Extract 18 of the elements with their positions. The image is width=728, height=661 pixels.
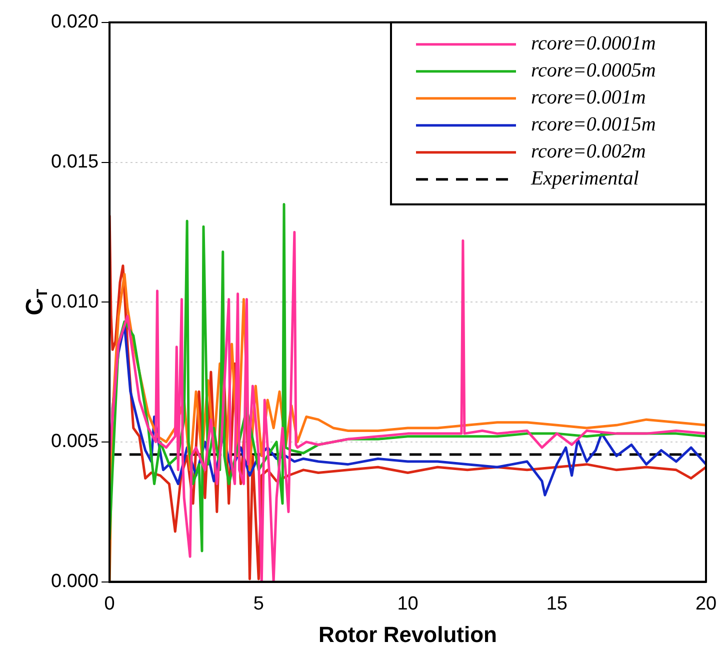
x-tick-label: 10 bbox=[397, 593, 418, 614]
y-tick-label: 0.000 bbox=[51, 571, 99, 592]
legend-label: Experimental bbox=[530, 168, 640, 190]
x-tick-label: 20 bbox=[695, 593, 717, 614]
legend-label: rcore=0.002m bbox=[531, 140, 646, 163]
y-tick-label: 0.015 bbox=[51, 151, 99, 172]
x-tick-label: 15 bbox=[546, 593, 568, 614]
x-tick-label: 5 bbox=[253, 593, 264, 614]
legend-label: rcore=0.001m bbox=[531, 86, 646, 109]
legend-label: rcore=0.0015m bbox=[531, 114, 656, 136]
x-axis-title: Rotor Revolution bbox=[318, 622, 497, 647]
y-tick-label: 0.020 bbox=[51, 12, 99, 33]
legend-label: rcore=0.0005m bbox=[531, 60, 656, 82]
y-axis-title: CT bbox=[22, 288, 52, 316]
y-tick-label: 0.005 bbox=[51, 431, 99, 452]
legend-label: rcore=0.0001m bbox=[531, 32, 656, 55]
y-tick-label: 0.010 bbox=[51, 291, 99, 312]
x-tick-label: 0 bbox=[104, 593, 115, 614]
